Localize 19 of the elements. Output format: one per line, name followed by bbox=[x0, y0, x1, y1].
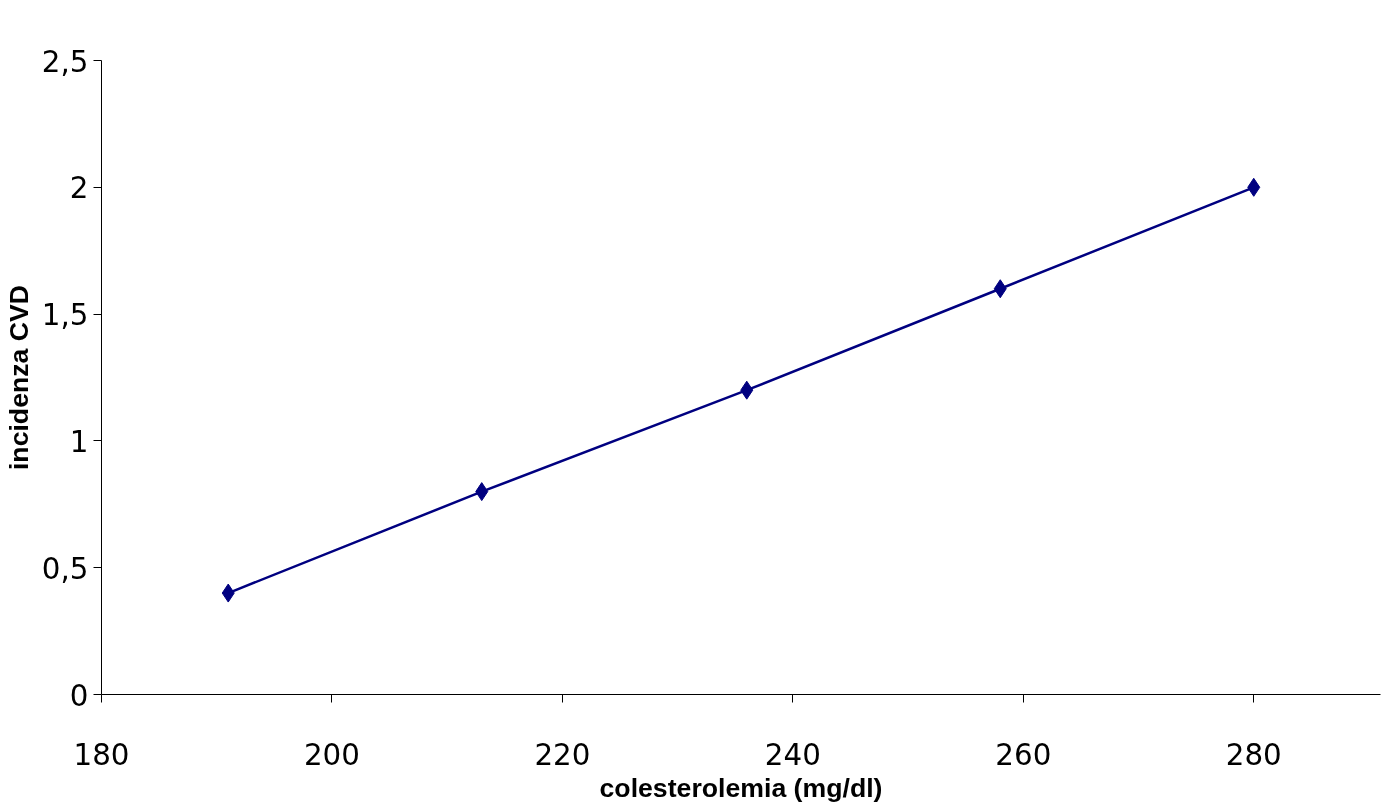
y-tick-label: 1,5 bbox=[41, 298, 89, 333]
y-tick-label: 0 bbox=[69, 678, 89, 713]
point bbox=[221, 583, 235, 603]
y-tick-label: 2,5 bbox=[41, 44, 89, 79]
x-tick-label: 280 bbox=[1225, 737, 1282, 772]
y-tick-label: 1 bbox=[69, 424, 89, 459]
x-tick-label: 260 bbox=[995, 737, 1052, 772]
x-tick-label: 240 bbox=[764, 737, 821, 772]
x-tick-label: 180 bbox=[73, 737, 130, 772]
y-tick-label: 0,5 bbox=[41, 551, 89, 586]
y-tick-label: 2 bbox=[69, 171, 89, 206]
point bbox=[475, 482, 489, 502]
point bbox=[740, 380, 754, 400]
x-tick-label: 200 bbox=[303, 737, 360, 772]
y-axis-title: incidenza CVD bbox=[3, 284, 34, 471]
point bbox=[1247, 177, 1261, 197]
point bbox=[993, 279, 1007, 299]
x-tick-label: 220 bbox=[534, 737, 591, 772]
x-axis-title: colesterolemia (mg/dl) bbox=[599, 772, 883, 803]
